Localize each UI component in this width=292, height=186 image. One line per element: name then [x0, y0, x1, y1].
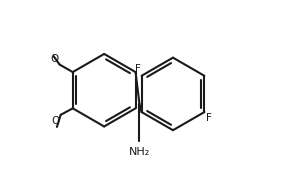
Text: O: O	[51, 116, 60, 126]
Text: F: F	[135, 64, 141, 74]
Text: O: O	[51, 54, 59, 64]
Text: F: F	[206, 113, 212, 123]
Text: NH₂: NH₂	[129, 147, 150, 157]
